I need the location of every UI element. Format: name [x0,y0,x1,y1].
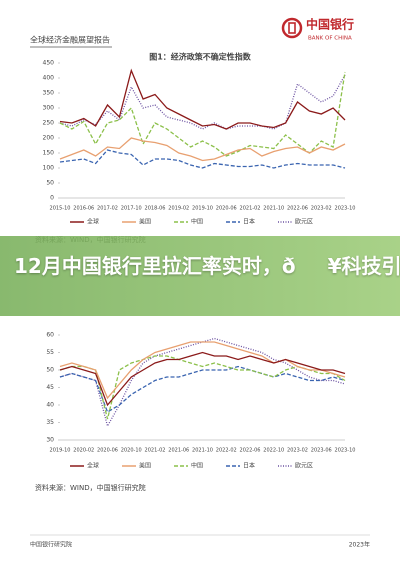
y-tick-label: 350 [43,90,55,97]
series-line [59,149,346,169]
y-tick-label: 100 [43,165,55,172]
x-tick-label: 2019-10 [50,448,71,454]
logo-icon-inner [288,22,296,34]
x-tick-label: 2021-02 [145,448,166,454]
legend-label: 中国 [191,462,203,470]
x-tick-label: 2021-02 [240,206,261,212]
source-note: 资料来源：WIND，中国银行研究院 [35,483,146,492]
x-tick-label: 2016-06 [73,206,94,212]
footer-right: 2023年 [349,541,370,549]
x-tick-label: 2020-06 [97,448,118,454]
x-tick-label: 2021-06 [168,448,189,454]
x-tick-label: 2019-10 [192,206,213,212]
series-line [59,71,346,157]
x-tick-label: 2015-10 [50,206,71,212]
series-line [59,351,346,407]
legend-label: 美国 [139,218,151,226]
y-tick-label: 200 [43,135,55,142]
x-tick-label: 2018-06 [145,206,166,212]
series-line [59,74,346,130]
headline: 12月中国银行里拉汇率实时，ð¥科技引领汇率新纪元，中 [14,254,400,278]
logo-icon [281,17,303,39]
x-tick-label: 2022-06 [240,448,261,454]
y-tick-label: 45 [46,384,54,391]
series-line [59,337,346,428]
footer-left: 中国银行研究院 [30,541,72,549]
legend-label: 日本 [243,462,255,470]
legend-label: 欧元区 [295,462,313,470]
legend-label: 全球 [87,218,99,226]
y-tick-label: 300 [43,105,55,112]
y-tick-label: 450 [43,60,55,67]
legend-label: 欧元区 [295,218,313,226]
y-tick-label: 50 [46,180,54,187]
series-line [59,341,346,400]
y-tick-label: 35 [46,419,54,426]
y-tick-label: 40 [46,402,54,409]
report-name: 全球经济金融展望报告 [30,35,110,45]
x-tick-label: 2023-02 [287,448,308,454]
y-tick-label: 0 [50,195,54,202]
series-line [59,68,346,130]
y-tick-label: 400 [43,75,55,82]
series-line [59,365,346,413]
legend-label: 全球 [87,462,99,470]
y-tick-label: 150 [43,150,55,157]
y-tick-label: 50 [46,367,54,374]
y-tick-label: 30 [46,437,54,444]
x-tick-label: 2023-06 [311,448,332,454]
x-tick-label: 2022-10 [263,448,284,454]
x-tick-label: 2019-02 [168,206,189,212]
headline-banner: 12月中国银行里拉汇率实时，ð¥科技引领汇率新纪元，中 [0,236,400,316]
legend-label: 日本 [243,218,255,226]
x-tick-label: 2021-10 [263,206,284,212]
y-tick-label: 55 [46,349,54,356]
bank-name-en: BANK OF CHINA [308,36,352,42]
x-tick-label: 2022-02 [216,448,237,454]
x-tick-label: 2023-10 [335,206,356,212]
x-tick-label: 2017-02 [97,206,118,212]
x-tick-label: 2020-10 [121,448,142,454]
x-tick-label: 2022-06 [287,206,308,212]
y-tick-label: 60 [46,332,54,339]
chart-title: 图1：经济政策不确定性指数 [149,52,252,62]
x-tick-label: 2020-02 [73,448,94,454]
legend-label: 中国 [191,218,203,226]
x-tick-label: 2020-06 [216,206,237,212]
x-tick-label: 2023-10 [335,448,356,454]
y-tick-label: 250 [43,120,55,127]
x-tick-label: 2017-10 [121,206,142,212]
legend-label: 美国 [139,462,151,470]
series-line [59,137,346,162]
x-tick-label: 2023-02 [311,206,332,212]
bank-name: 中国银行 [306,17,354,32]
x-tick-label: 2021-10 [192,448,213,454]
